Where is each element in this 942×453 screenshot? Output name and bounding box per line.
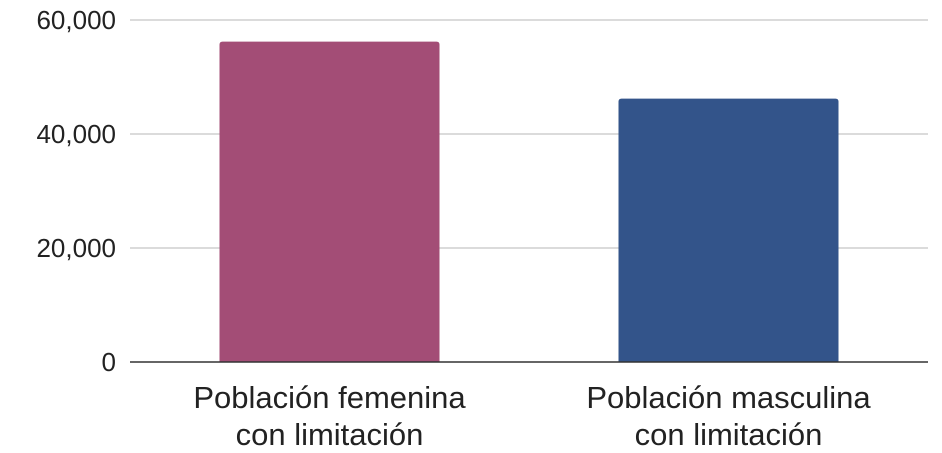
- x-category-label: Población masculina: [586, 380, 871, 415]
- y-tick-label: 20,000: [36, 233, 116, 263]
- y-tick-label: 40,000: [36, 119, 116, 149]
- y-tick-label: 0: [102, 347, 116, 377]
- bars: [219, 41, 839, 362]
- x-category-label: Población femenina: [193, 380, 466, 415]
- y-axis-tick-labels: 0 20,000 40,000 60,000: [36, 5, 116, 377]
- y-tick-label: 60,000: [36, 5, 116, 35]
- x-category-label: con limitación: [635, 417, 823, 452]
- bar: [219, 41, 440, 362]
- x-category-label: con limitación: [236, 417, 424, 452]
- bar: [618, 98, 839, 362]
